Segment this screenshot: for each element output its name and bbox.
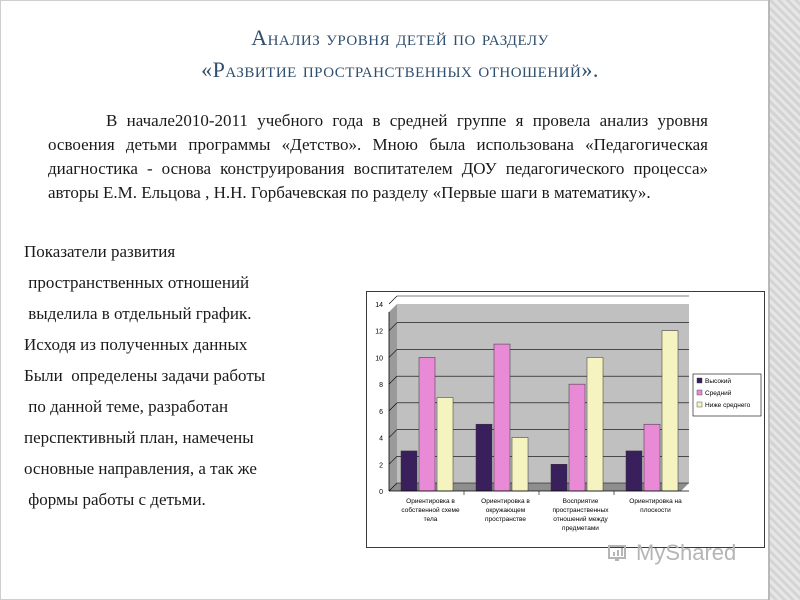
legend-label: Средний [705,389,732,397]
bar [550,464,568,492]
legend-swatch [696,401,703,408]
bar [568,383,586,492]
bar [625,450,643,492]
bar [586,357,604,492]
legend-box [692,373,762,417]
legend-label: Высокий [705,377,731,385]
y-tick-label: 12 [375,329,383,336]
bar [418,357,436,492]
left-text-line: выделила в отдельный график. [24,304,252,323]
x-tick-label: пространстве [485,516,526,523]
y-tick-label: 10 [375,355,383,362]
slide-title: Анализ уровня детей по разделу «Развитие… [60,22,740,86]
left-text-block: Показатели развития пространственных отн… [24,236,354,515]
left-text-line: Исходя из полученных данных [24,335,248,354]
gridline-diagonal [388,295,398,305]
x-tick-label: отношений между [553,515,608,523]
bar [643,423,661,492]
left-text-line: Показатели развития [24,242,176,261]
plot-floor [389,483,689,491]
legend-label: Ниже среднего [705,402,751,409]
slide-title-line-1: Анализ уровня детей по разделу [251,25,549,50]
intro-paragraph: В начале2010-2011 учебного года в средне… [48,111,708,202]
x-tick-label: тела [424,516,438,523]
x-tick-label: плоскости [640,507,671,514]
bar [400,450,418,492]
legend-swatch [696,389,703,396]
watermark-text: MyShared [636,540,737,565]
left-text-line: основные направления, а так же [24,459,257,478]
myshared-logo-icon [608,543,630,563]
x-tick-label: окружающем [486,507,526,514]
bar [436,397,454,492]
gridline-diagonal [388,482,398,492]
bar [511,437,529,492]
gridline-diagonal [388,429,398,438]
x-tick-label: Ориентировка в [406,498,455,505]
left-text-line: по данной теме, разработан [24,397,229,416]
gridline-diagonal [388,456,398,465]
watermark: MyShared [608,538,768,568]
x-tick-label: собственной схеме [401,506,460,514]
gridline-diagonal [388,402,398,412]
y-tick-label: 14 [375,302,383,309]
slide-decorative-bar [770,0,800,600]
plot-side-wall [389,304,397,491]
left-text-line: перспективный план, намечены [24,428,254,447]
bar [475,423,493,492]
x-tick-label: Ориентировка в [481,498,530,505]
y-tick-label: 4 [379,436,383,443]
y-tick-label: 0 [379,489,383,496]
y-tick-label: 6 [379,409,383,416]
gridline-diagonal [388,375,398,385]
left-text-line: формы работы с детьми. [24,490,206,509]
gridline-diagonal [388,322,398,331]
legend-swatch [696,377,703,384]
left-text-line: пространственных отношений [24,273,250,292]
x-tick-label: Ориентировка на [629,498,682,505]
bar-chart: 0 2 4 6 8 10 12 14 Ориентировка в собственной схе… [366,291,765,548]
x-tick-label: предметами [562,525,599,532]
x-tick-label: пространственных [552,507,609,514]
x-tick-label: Восприятие [563,498,599,505]
slide-title-line-2: «Развитие пространственных отношений». [201,57,599,82]
y-tick-label: 8 [379,382,383,389]
slide-border-line [768,0,770,600]
bar [661,330,679,492]
left-text-line: Были определены задачи работы [24,366,266,385]
y-tick-label: 2 [379,462,383,469]
bar [493,343,511,492]
gridline-diagonal [388,349,398,358]
